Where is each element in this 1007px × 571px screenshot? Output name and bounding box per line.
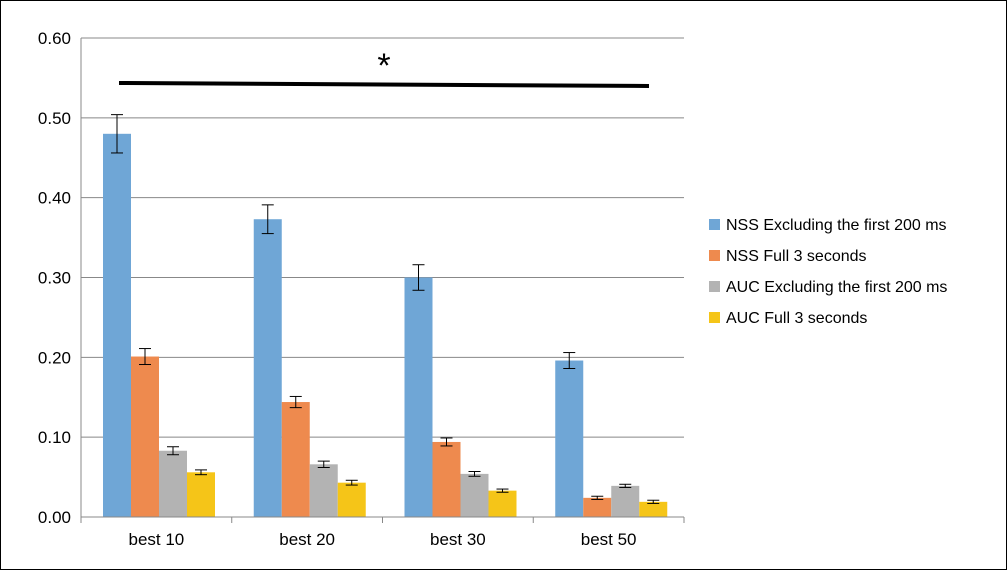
bar <box>103 133 131 518</box>
bar <box>555 360 584 517</box>
bar <box>460 473 489 517</box>
x-tick-label: best 20 <box>279 530 335 549</box>
bar <box>337 482 366 517</box>
legend-swatch <box>709 219 720 230</box>
legend: NSS Excluding the first 200 ms NSS Full 3… <box>709 217 947 327</box>
x-axis-ticks: best 10 best 20 best 30 best 50 <box>80 517 685 549</box>
x-tick-label: best 30 <box>430 530 486 549</box>
grid-lines <box>81 37 684 438</box>
bar <box>131 356 159 517</box>
y-tick-label: 0.60 <box>38 29 71 48</box>
bar <box>281 402 310 517</box>
y-tick-label: 0.10 <box>38 428 71 447</box>
significance-star: * <box>377 47 390 85</box>
significance-annotation: * <box>118 47 650 88</box>
legend-swatch <box>709 312 720 323</box>
bar <box>583 497 612 517</box>
bar <box>404 277 433 517</box>
x-tick-label: best 10 <box>128 530 184 549</box>
bar <box>253 219 282 517</box>
legend-swatch <box>709 281 720 292</box>
y-axis-ticks: 0.00 0.10 0.20 0.30 0.40 0.50 0.60 <box>38 29 71 527</box>
y-tick-label: 0.20 <box>38 348 71 367</box>
significance-bar <box>118 81 650 88</box>
bars <box>103 114 668 518</box>
bar <box>309 464 338 517</box>
y-tick-label: 0.50 <box>38 109 71 128</box>
bar <box>488 490 517 517</box>
legend-swatch <box>709 250 720 261</box>
bar <box>611 485 640 517</box>
x-tick-label: best 50 <box>581 530 637 549</box>
legend-label: NSS Full 3 seconds <box>726 248 867 265</box>
legend-label: AUC Full 3 seconds <box>726 310 867 327</box>
bar <box>159 450 187 517</box>
y-tick-label: 0.40 <box>38 189 71 208</box>
bar <box>187 472 215 517</box>
bar <box>432 441 461 517</box>
legend-label: NSS Excluding the first 200 ms <box>726 217 947 234</box>
y-tick-label: 0.00 <box>38 508 71 527</box>
legend-label: AUC Excluding the first 200 ms <box>726 279 947 296</box>
y-tick-label: 0.30 <box>38 269 71 288</box>
bar <box>639 501 668 517</box>
